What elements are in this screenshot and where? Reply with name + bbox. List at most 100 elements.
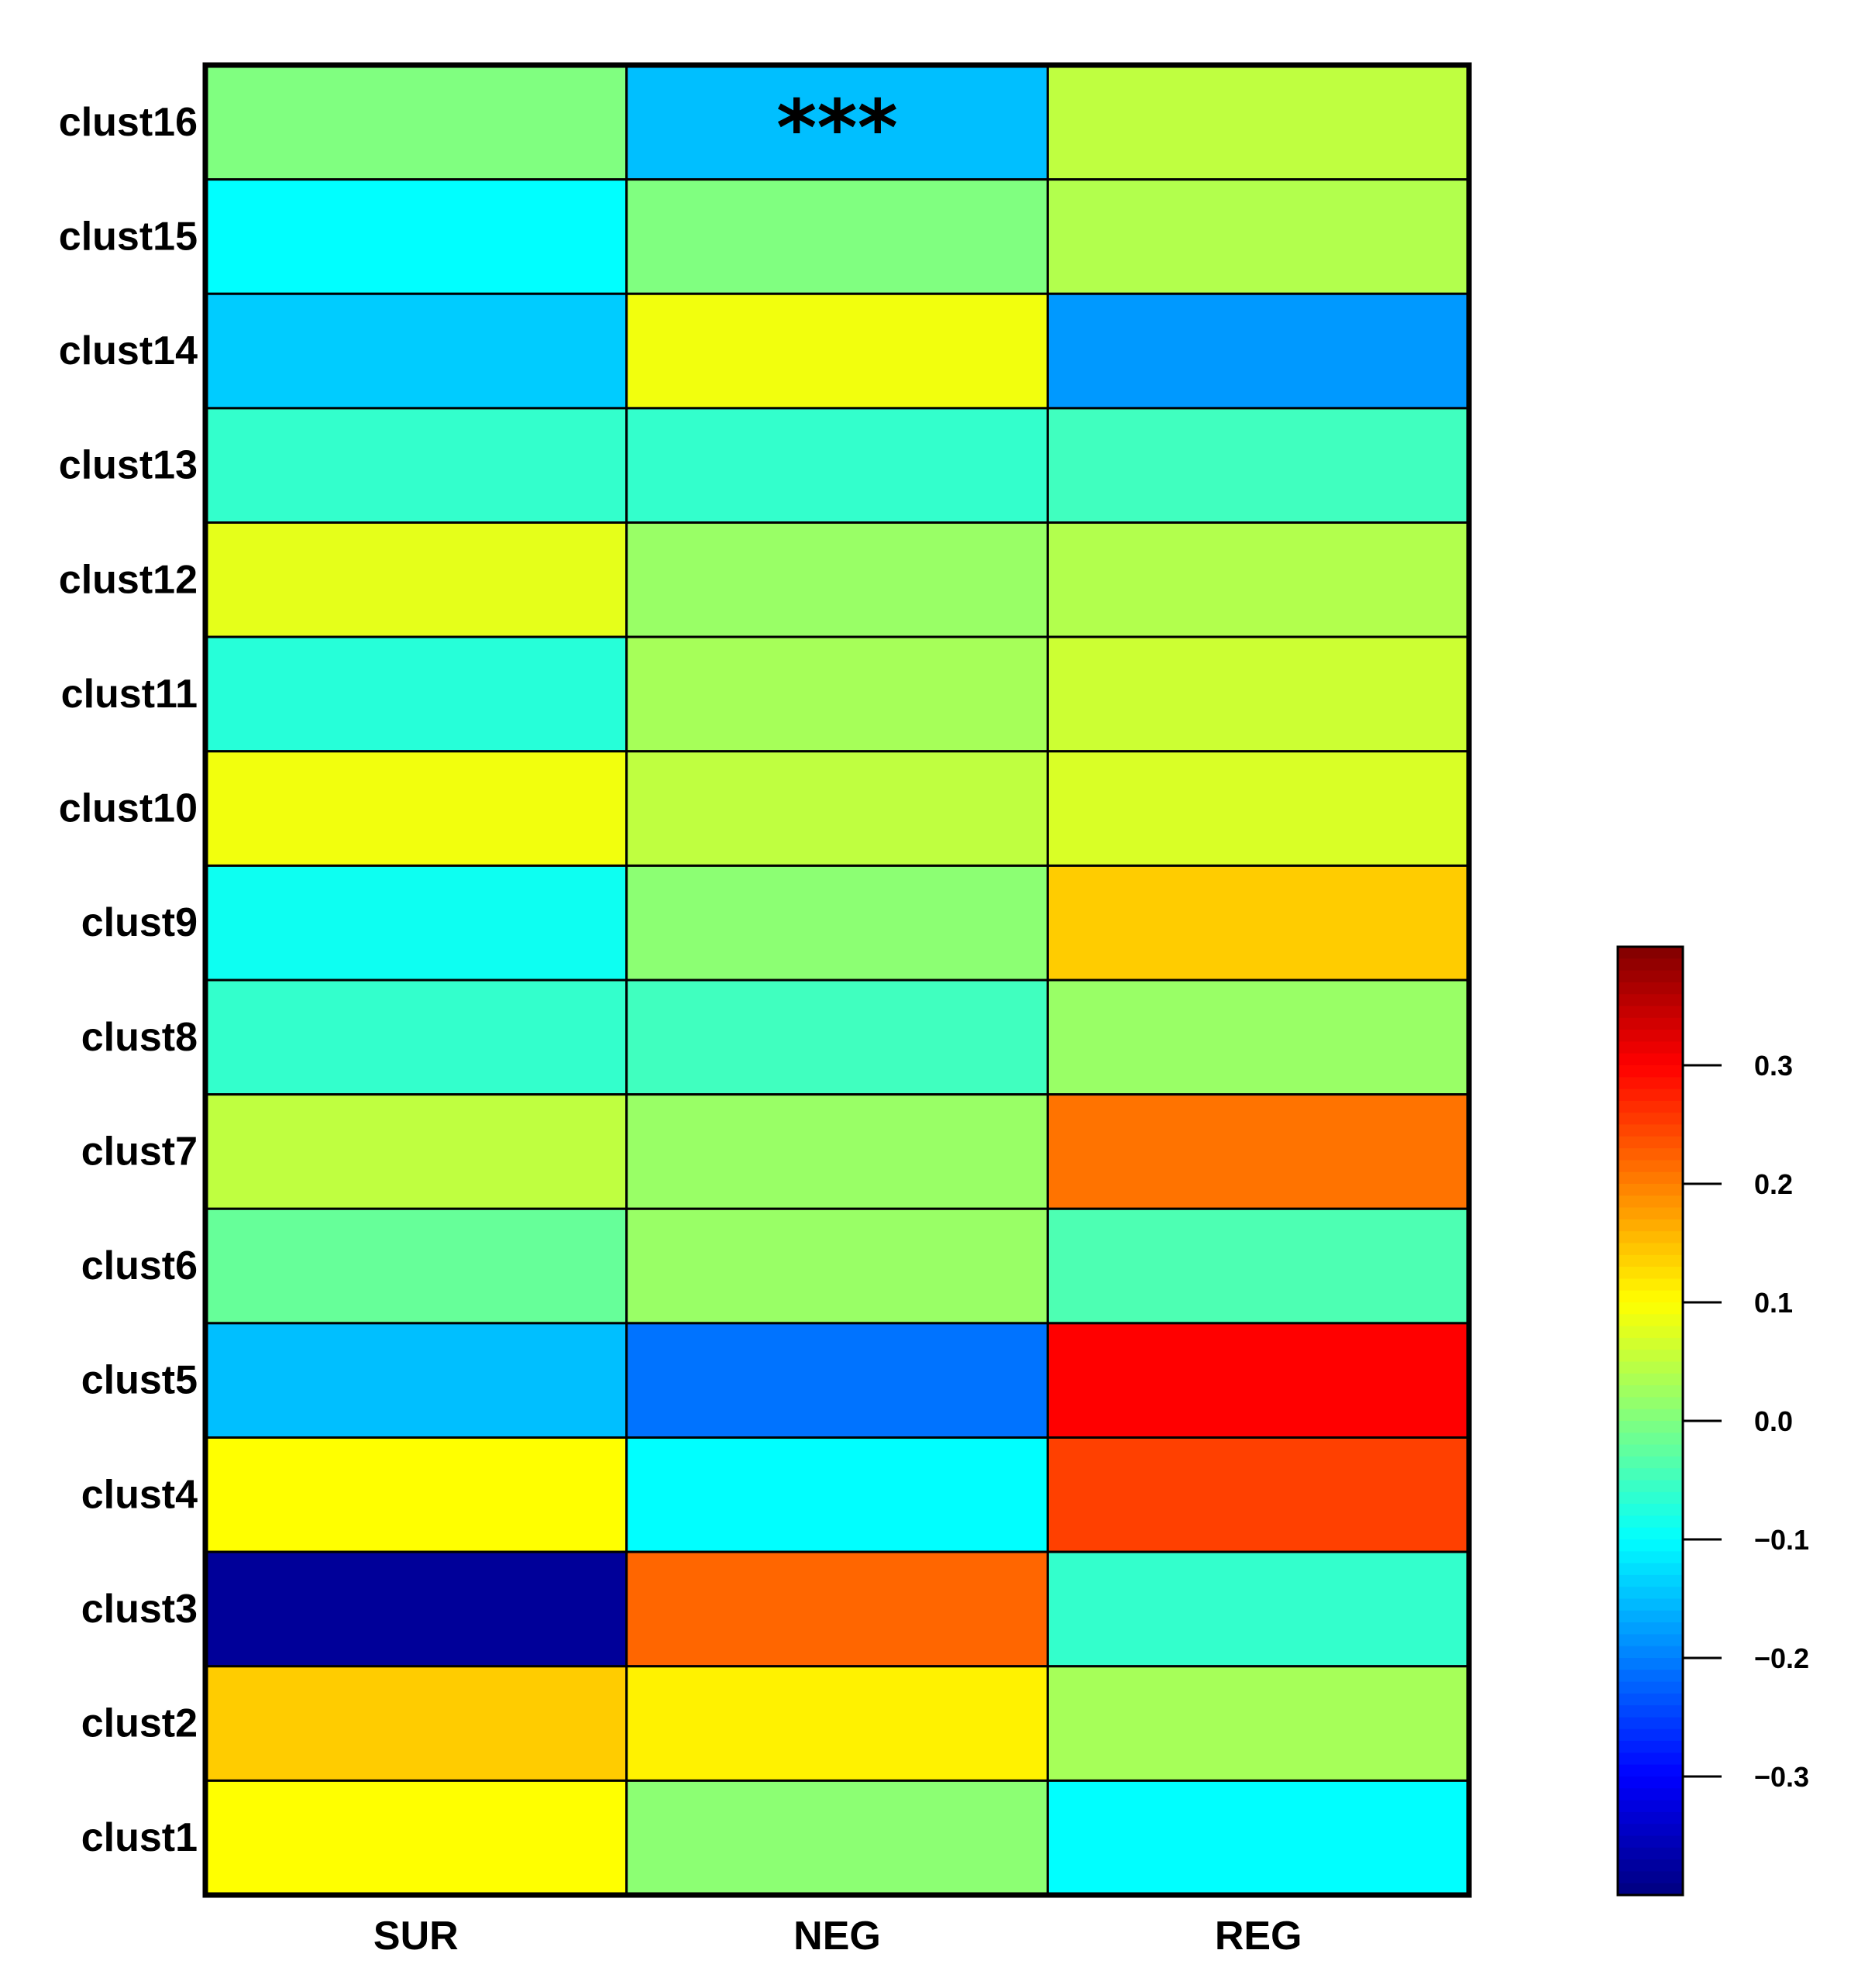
colorbar-segment — [1618, 1847, 1683, 1860]
heatmap-cell-clust12-sur — [204, 521, 628, 638]
colorbar-segment — [1618, 1788, 1683, 1801]
colorbar-segment — [1618, 1551, 1683, 1564]
heatmap-cell-clust14-reg — [1046, 292, 1471, 410]
colorbar-segment — [1618, 1433, 1683, 1446]
colorbar-segment — [1618, 1658, 1683, 1671]
colorbar-segment — [1618, 1670, 1683, 1683]
heatmap-cell-clust14-sur — [204, 292, 628, 410]
heatmap-cell-clust12-neg — [625, 521, 1049, 638]
heatmap-cell-clust13-sur — [204, 407, 628, 524]
colorbar-segment — [1618, 1006, 1683, 1019]
row-label-clust9: clust9 — [81, 900, 198, 945]
colorbar-segment — [1618, 1195, 1683, 1209]
heatmap-cells — [204, 64, 1471, 1897]
row-labels: clust16 clust15 clust14 clust13 clust12 clust… — [59, 100, 198, 1860]
row-label-clust14: clust14 — [59, 328, 198, 373]
row-label-clust12: clust12 — [59, 557, 198, 602]
heatmap-cell-clust4-sur — [204, 1436, 628, 1553]
heatmap-cell-clust16-reg — [1046, 64, 1471, 181]
colorbar-segment — [1618, 1741, 1683, 1754]
colorbar-segment — [1618, 1350, 1683, 1363]
row-label-clust16: clust16 — [59, 100, 198, 145]
colorbar-segment — [1618, 1041, 1683, 1054]
colorbar-segment — [1618, 1065, 1683, 1078]
colorbar-segment — [1618, 1859, 1683, 1873]
colorbar-segment — [1618, 1267, 1683, 1280]
colorbar-segment — [1618, 1539, 1683, 1553]
colorbar-segment — [1618, 1468, 1683, 1481]
colorbar-segment — [1618, 994, 1683, 1007]
row-label-clust15: clust15 — [59, 214, 198, 259]
heatmap-cell-clust3-reg — [1046, 1550, 1471, 1668]
colorbar-segment — [1618, 1278, 1683, 1292]
colorbar-segment — [1618, 1646, 1683, 1659]
row-label-clust5: clust5 — [81, 1358, 198, 1403]
heatmap-cell-clust10-sur — [204, 750, 628, 867]
colorbar-tick-label: −0.2 — [1754, 1642, 1809, 1674]
colorbar-segment — [1618, 1243, 1683, 1256]
heatmap-cell-clust4-reg — [1046, 1436, 1471, 1553]
colorbar-segment — [1618, 1408, 1683, 1422]
row-label-clust8: clust8 — [81, 1015, 198, 1060]
colorbar-segment — [1618, 1764, 1683, 1777]
heatmap-cell-clust4-neg — [625, 1436, 1049, 1553]
colorbar-segment — [1618, 1574, 1683, 1587]
colorbar-segment — [1618, 1693, 1683, 1706]
heatmap-cell-clust10-reg — [1046, 750, 1471, 867]
heatmap-cell-clust15-sur — [204, 178, 628, 295]
heatmap-cell-clust15-reg — [1046, 178, 1471, 295]
column-label-sur: SUR — [373, 1914, 459, 1959]
heatmap-cell-clust3-sur — [204, 1550, 628, 1668]
colorbar-segment — [1618, 1800, 1683, 1813]
colorbar-tick-label: −0.1 — [1754, 1524, 1809, 1556]
colorbar-segment — [1618, 1302, 1683, 1316]
colorbar-segment — [1618, 1254, 1683, 1267]
colorbar-segment — [1618, 1444, 1683, 1457]
colorbar-segment — [1618, 1397, 1683, 1410]
heatmap-cell-clust2-reg — [1046, 1665, 1471, 1782]
colorbar-segment — [1618, 1811, 1683, 1825]
heatmap-cell-clust13-neg — [625, 407, 1049, 524]
colorbar-segment — [1618, 1290, 1683, 1303]
colorbar-segment — [1618, 1563, 1683, 1576]
colorbar-segment — [1618, 1824, 1683, 1837]
colorbar-segment — [1618, 1456, 1683, 1469]
row-label-clust11: clust11 — [61, 672, 198, 717]
heatmap-cell-clust16-neg — [625, 64, 1049, 181]
heatmap-cell-clust8-reg — [1046, 979, 1471, 1096]
row-label-clust4: clust4 — [81, 1472, 198, 1517]
heatmap-cell-clust8-neg — [625, 979, 1049, 1096]
colorbar-segment — [1618, 1385, 1683, 1398]
heatmap-cell-clust15-neg — [625, 178, 1049, 295]
colorbar-segment — [1618, 1634, 1683, 1647]
heatmap-frame — [202, 62, 1472, 1898]
heatmap-cell-clust7-sur — [204, 1093, 628, 1210]
colorbar-segment — [1618, 1077, 1683, 1090]
colorbar-segment — [1618, 1835, 1683, 1849]
colorbar-segment — [1618, 958, 1683, 972]
colorbar-segment — [1618, 1089, 1683, 1102]
colorbar-tick-label: −0.3 — [1754, 1761, 1809, 1793]
colorbar-segment — [1618, 1527, 1683, 1540]
heatmap-cell-clust9-reg — [1046, 864, 1471, 982]
colorbar-segment — [1618, 1136, 1683, 1149]
colorbar-segment — [1618, 1598, 1683, 1611]
row-label-clust2: clust2 — [81, 1701, 198, 1746]
heatmap-cell-clust5-reg — [1046, 1322, 1471, 1439]
colorbar-segment — [1618, 1326, 1683, 1339]
heatmap-cell-clust14-neg — [625, 292, 1049, 410]
colorbar-segment — [1618, 1752, 1683, 1766]
column-label-neg: NEG — [793, 1914, 881, 1959]
column-labels: SUR NEG REG — [373, 1914, 1302, 1959]
colorbar-segment — [1618, 1776, 1683, 1790]
colorbar-segment — [1618, 1883, 1683, 1896]
colorbar-segment — [1618, 1480, 1683, 1493]
colorbar-segment — [1618, 1053, 1683, 1066]
colorbar-segment — [1618, 1219, 1683, 1232]
row-label-clust10: clust10 — [59, 786, 198, 831]
colorbar-segment — [1618, 1421, 1683, 1434]
colorbar-segment — [1618, 1100, 1683, 1113]
colorbar-tick-label: 0.3 — [1754, 1050, 1793, 1082]
colorbar-segment — [1618, 1515, 1683, 1529]
colorbar-segment — [1618, 1124, 1683, 1137]
